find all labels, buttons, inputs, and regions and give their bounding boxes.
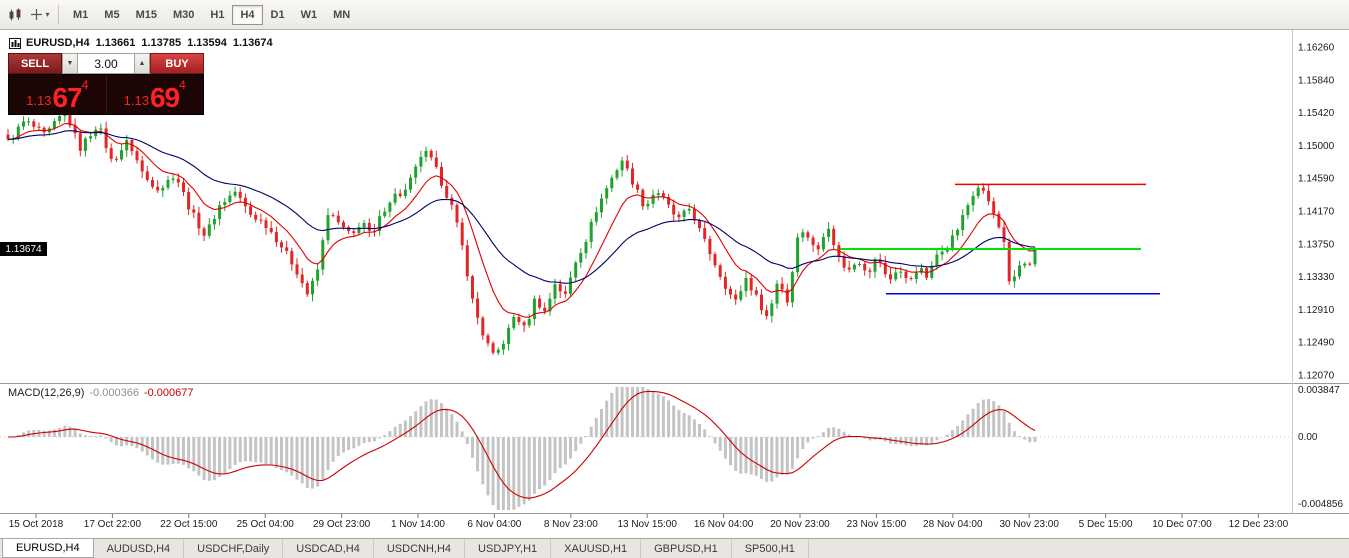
svg-text:1.13750: 1.13750 — [1298, 239, 1335, 250]
svg-text:17 Oct 22:00: 17 Oct 22:00 — [84, 519, 142, 530]
volume-decrease-button[interactable]: ▼ — [62, 53, 78, 74]
timeframe-button-m5[interactable]: M5 — [96, 5, 127, 25]
ohlc-high: 1.13785 — [141, 37, 182, 49]
svg-text:1.12910: 1.12910 — [1298, 305, 1335, 316]
ohlc-open: 1.13661 — [95, 37, 136, 49]
volume-input[interactable] — [78, 53, 134, 74]
candles-layer — [6, 104, 1037, 356]
svg-text:1.15420: 1.15420 — [1298, 108, 1335, 119]
macd-histogram — [11, 387, 1037, 510]
svg-text:12 Dec 23:00: 12 Dec 23:00 — [1229, 519, 1289, 530]
timeframe-toolbar: M1 M5 M15 M30 H1 H4 D1 W1 MN — [65, 4, 358, 25]
svg-text:1.14170: 1.14170 — [1298, 207, 1335, 218]
timeframe-button-m1[interactable]: M1 — [65, 5, 96, 25]
symbol-tab-usdjpy[interactable]: USDJPY,H1 — [465, 539, 552, 558]
svg-text:1.13330: 1.13330 — [1298, 272, 1335, 283]
svg-text:1.15840: 1.15840 — [1298, 75, 1335, 86]
timeframe-button-m15[interactable]: M15 — [128, 5, 165, 25]
macd-axis: 0.003847 0.00 -0.004856 — [1298, 385, 1343, 510]
chart-type-button[interactable] — [4, 4, 28, 26]
symbol-tab-audusd[interactable]: AUDUSD,H4 — [94, 539, 185, 558]
ohlc-close: 1.13674 — [232, 37, 273, 49]
timeframe-button-w1[interactable]: W1 — [293, 5, 326, 25]
symbol-tab-usdcad[interactable]: USDCAD,H4 — [283, 539, 374, 558]
chart-window-icon — [9, 37, 21, 49]
bid-pipette: 4 — [81, 78, 89, 92]
symbol-tab-xauusd[interactable]: XAUUSD,H1 — [551, 539, 642, 558]
svg-text:22 Oct 15:00: 22 Oct 15:00 — [160, 519, 218, 530]
ohlc-low: 1.13594 — [187, 37, 227, 49]
svg-text:30 Nov 23:00: 30 Nov 23:00 — [999, 519, 1059, 530]
svg-text:1.12070: 1.12070 — [1298, 371, 1335, 382]
chart-symbol-label: EURUSD,H4 — [26, 37, 90, 49]
ma-line-30 — [7, 130, 1036, 284]
svg-text:0.00: 0.00 — [1298, 432, 1318, 443]
ask-price[interactable]: 1.13 69 4 — [107, 75, 204, 114]
svg-text:1 Nov 14:00: 1 Nov 14:00 — [391, 519, 445, 530]
timeframe-button-d1[interactable]: D1 — [263, 5, 293, 25]
timeframe-button-h4[interactable]: H4 — [232, 4, 263, 25]
symbol-tab-sp500[interactable]: SP500,H1 — [732, 539, 809, 558]
svg-text:15 Oct 2018: 15 Oct 2018 — [9, 519, 64, 530]
buy-button[interactable]: BUY — [150, 53, 204, 74]
symbol-tab-bar: EURUSD,H4 AUDUSD,H4 USDCHF,Daily USDCAD,H4 U… — [0, 538, 1349, 558]
chart-header: EURUSD,H4 1.13661 1.13785 1.13594 1.1367… — [9, 37, 274, 49]
macd-name: MACD(12,26,9) — [8, 387, 85, 399]
timeframe-button-m30[interactable]: M30 — [165, 5, 202, 25]
one-click-trading-panel: SELL ▼ ▲ BUY 1.13 67 4 1.13 69 4 — [8, 53, 204, 115]
svg-text:8 Nov 23:00: 8 Nov 23:00 — [544, 519, 598, 530]
svg-text:-0.004856: -0.004856 — [1298, 499, 1343, 510]
svg-text:20 Nov 23:00: 20 Nov 23:00 — [770, 519, 830, 530]
svg-text:29 Oct 23:00: 29 Oct 23:00 — [313, 519, 371, 530]
macd-indicator-label: MACD(12,26,9) -0.000366 -0.000677 — [8, 387, 194, 399]
ask-big-digits: 69 — [149, 82, 180, 113]
chart-canvas[interactable]: 1.16260 1.15840 1.15420 1.15000 1.14590 1.141… — [0, 30, 1349, 538]
volume-increase-button[interactable]: ▲ — [134, 53, 150, 74]
svg-text:1.14590: 1.14590 — [1298, 174, 1335, 185]
symbol-tab-usdchf[interactable]: USDCHF,Daily — [184, 539, 284, 558]
svg-text:1.12490: 1.12490 — [1298, 338, 1335, 349]
svg-text:10 Dec 07:00: 10 Dec 07:00 — [1152, 519, 1212, 530]
timeframe-button-h1[interactable]: H1 — [202, 5, 232, 25]
symbol-tab-usdcnh[interactable]: USDCNH,H4 — [374, 539, 466, 558]
svg-text:1.15000: 1.15000 — [1298, 141, 1335, 152]
macd-main-value: -0.000366 — [89, 387, 139, 399]
svg-text:23 Nov 15:00: 23 Nov 15:00 — [847, 519, 907, 530]
bid-price[interactable]: 1.13 67 4 — [9, 75, 107, 114]
macd-signal-line — [8, 390, 1036, 499]
timeframe-button-mn[interactable]: MN — [325, 5, 358, 25]
symbol-tab-gbpusd[interactable]: GBPUSD,H1 — [641, 539, 732, 558]
top-toolbar: ▾ M1 M5 M15 M30 H1 H4 D1 W1 MN — [0, 0, 1349, 30]
macd-signal-value: -0.000677 — [143, 387, 194, 399]
bid-prefix: 1.13 — [26, 93, 52, 108]
svg-text:6 Nov 04:00: 6 Nov 04:00 — [467, 519, 521, 530]
svg-text:13 Nov 15:00: 13 Nov 15:00 — [617, 519, 677, 530]
ask-pipette: 4 — [179, 78, 186, 92]
toolbar-separator — [58, 4, 59, 25]
symbol-tab-eurusd[interactable]: EURUSD,H4 — [2, 539, 94, 558]
svg-text:1.16260: 1.16260 — [1298, 43, 1335, 54]
chevron-down-icon: ▾ — [45, 9, 50, 19]
bid-ask-display: 1.13 67 4 1.13 69 4 — [8, 74, 204, 115]
crosshair-icon — [31, 9, 43, 20]
svg-text:0.003847: 0.003847 — [1298, 385, 1340, 396]
sell-button[interactable]: SELL — [8, 53, 62, 74]
svg-text:28 Nov 04:00: 28 Nov 04:00 — [923, 519, 983, 530]
current-price-badge: 1.13674 — [0, 242, 47, 256]
price-axis[interactable]: 1.16260 1.15840 1.15420 1.15000 1.14590 1.141… — [1298, 43, 1335, 382]
ma-line-10 — [7, 122, 1036, 318]
bid-big-digits: 67 — [52, 82, 82, 113]
chart-type-icon — [9, 8, 21, 20]
svg-text:25 Oct 04:00: 25 Oct 04:00 — [237, 519, 295, 530]
chart-window: 1.16260 1.15840 1.15420 1.15000 1.14590 1.141… — [0, 30, 1349, 538]
svg-text:16 Nov 04:00: 16 Nov 04:00 — [694, 519, 754, 530]
ask-prefix: 1.13 — [123, 93, 149, 108]
time-axis[interactable]: 15 Oct 2018 17 Oct 22:00 22 Oct 15:00 25 Oc… — [9, 514, 1289, 530]
cursor-tool-button[interactable]: ▾ — [28, 4, 52, 26]
svg-text:5 Dec 15:00: 5 Dec 15:00 — [1079, 519, 1133, 530]
one-click-controls: SELL ▼ ▲ BUY — [8, 53, 204, 74]
